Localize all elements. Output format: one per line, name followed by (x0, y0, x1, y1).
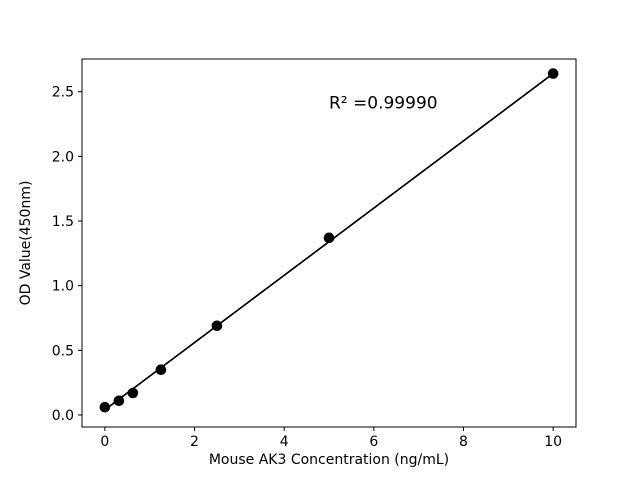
data-point (547, 68, 559, 79)
data-point (113, 395, 125, 407)
data-point (211, 320, 223, 332)
y-axis-tick-label: 2.0 (52, 149, 74, 165)
x-axis-tick-label: 4 (280, 434, 289, 450)
plot-area: 0 2 4 6 8 10 0.0 0.5 1.0 1.5 2.0 2.5 (52, 58, 577, 450)
y-axis-tick-label: 1.0 (52, 279, 74, 295)
data-point (155, 364, 167, 376)
y-axis-tick-label: 0.0 (52, 408, 74, 424)
x-axis-tick-label: 6 (369, 434, 378, 450)
r-squared-annotation: R² =0.99990 (329, 94, 438, 114)
y-axis-tick-label: 2.5 (52, 85, 74, 101)
x-axis-tick-label: 8 (459, 434, 468, 450)
x-axis-tick-label: 2 (190, 434, 199, 450)
data-point (323, 232, 335, 244)
data-point (127, 387, 139, 399)
x-axis-tick-label: 0 (100, 434, 109, 450)
data-point (99, 401, 111, 413)
y-axis-label: OD Value(450nm) (18, 181, 34, 306)
y-axis-tick-label: 0.5 (52, 343, 74, 359)
y-axis-tick-label: 1.5 (52, 214, 74, 230)
x-axis-tick-label: 10 (544, 434, 562, 450)
x-axis-label: Mouse AK3 Concentration (ng/mL) (209, 452, 449, 468)
